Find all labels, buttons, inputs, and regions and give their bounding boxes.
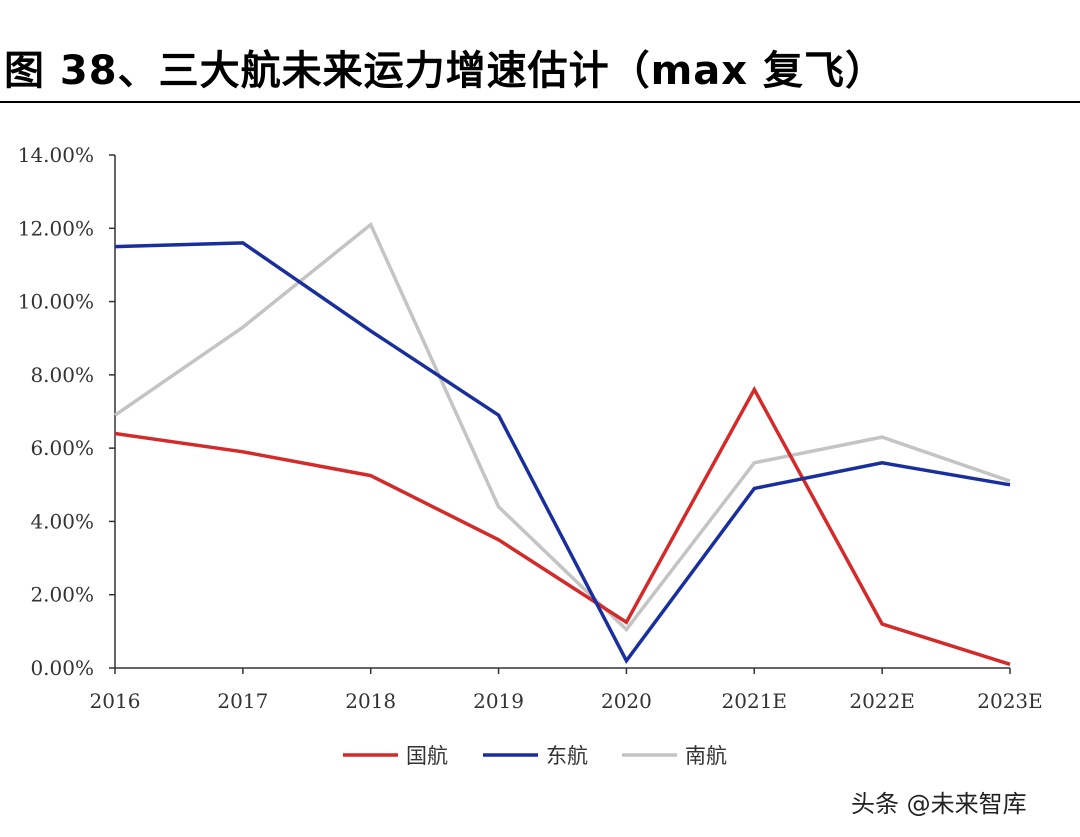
legend: 国航 东航 南航: [343, 744, 727, 768]
series-line-2: [114, 241, 1011, 664]
title-rule: [0, 101, 1080, 103]
x-tick-label: 2019: [473, 689, 524, 713]
legend-label: 国航: [406, 744, 448, 768]
x-tick-label: 2022E: [849, 689, 915, 713]
x-tick-label: 2021E: [722, 689, 788, 713]
y-tick-label: 8.00%: [30, 363, 94, 387]
legend-label: 东航: [546, 744, 588, 768]
series-line-1: [114, 385, 1011, 666]
y-tick-label: 2.00%: [30, 583, 94, 607]
series-lines: [114, 221, 1011, 666]
y-tick-label: 4.00%: [30, 509, 94, 533]
watermark: 头条 @未来智库: [851, 790, 1027, 818]
y-axis: 0.00% 2.00% 4.00% 6.00% 8.00% 10.00% 12.00% 14.…: [18, 143, 116, 680]
x-axis: 2016 2017 2018 2019 2020 2021E 2022E 2023E: [90, 667, 1043, 713]
x-tick-label: 2018: [345, 689, 396, 713]
y-tick-label: 0.00%: [30, 656, 94, 680]
x-tick-label: 2023E: [977, 689, 1043, 713]
chart-title: 图 38、三大航未来运力增速估计（max 复飞）: [4, 48, 886, 94]
x-tick-label: 2017: [217, 689, 268, 713]
x-tick-label: 2020: [601, 689, 652, 713]
y-tick-label: 10.00%: [18, 290, 94, 314]
y-tick-label: 14.00%: [18, 143, 94, 167]
y-tick-label: 12.00%: [18, 216, 94, 240]
series-line-3: [114, 221, 1011, 633]
x-tick-label: 2016: [90, 689, 141, 713]
y-tick-label: 6.00%: [30, 436, 94, 460]
legend-label: 南航: [685, 744, 727, 768]
